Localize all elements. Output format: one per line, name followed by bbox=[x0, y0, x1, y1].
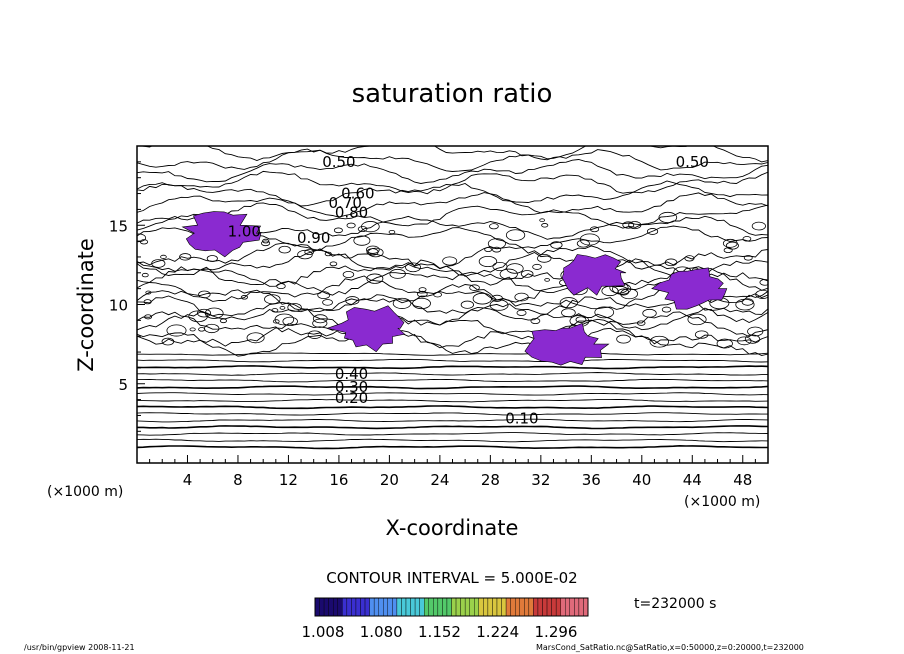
x-tick-label: 36 bbox=[582, 471, 601, 489]
shaded-region bbox=[524, 322, 610, 366]
x-tick-label: 28 bbox=[481, 471, 500, 489]
contour-label: 0.20 bbox=[335, 389, 368, 407]
x-tick-label: 20 bbox=[380, 471, 399, 489]
footer-left: /usr/bin/gpview 2008-11-21 bbox=[24, 643, 135, 652]
x-axis-label: X-coordinate bbox=[386, 516, 519, 540]
x-tick-label: 4 bbox=[183, 471, 193, 489]
contour-label: 0.50 bbox=[676, 153, 709, 171]
x-axis-ticks: 4 8 12 16 20 24 28 32 36 40 44 48 bbox=[149, 455, 756, 489]
y-axis-label: Z-coordinate bbox=[74, 238, 98, 372]
contour-interval-label: CONTOUR INTERVAL = 5.000E-02 bbox=[326, 569, 577, 587]
contour-label: 0.80 bbox=[335, 204, 368, 222]
contour-label: 0.50 bbox=[322, 153, 355, 171]
contour-labels: 0.10 0.200.300.40 0.50 0.50 0.600.700.80 0.90… bbox=[228, 153, 709, 428]
colorbar-tick-labels: 1.008 1.080 1.152 1.224 1.296 bbox=[302, 623, 578, 641]
shaded-region bbox=[561, 254, 627, 296]
colorbar-tick-label: 1.296 bbox=[535, 623, 578, 641]
x-tick-label: 12 bbox=[279, 471, 298, 489]
x-tick-label: 48 bbox=[733, 471, 752, 489]
contour-label: 0.10 bbox=[505, 410, 538, 428]
z-unit-label: (×1000 m) bbox=[47, 484, 123, 500]
contour-label: 1.00 bbox=[228, 223, 261, 241]
colorbar bbox=[314, 597, 589, 617]
y-axis-ticks: 5 10 15 bbox=[109, 161, 145, 448]
shaded-region bbox=[326, 305, 406, 353]
contour-label: 0.90 bbox=[297, 229, 330, 247]
y-tick-label: 10 bbox=[109, 297, 128, 315]
contour-label: 0.70 bbox=[329, 194, 362, 212]
plot-frame bbox=[136, 145, 769, 464]
x-tick-label: 16 bbox=[329, 471, 348, 489]
x-tick-label: 32 bbox=[531, 471, 550, 489]
contour-lines bbox=[137, 146, 768, 450]
contour-label: 0.60 bbox=[341, 185, 374, 203]
x-tick-label: 40 bbox=[632, 471, 651, 489]
x-tick-label: 24 bbox=[430, 471, 449, 489]
supersaturation-shading bbox=[181, 211, 728, 366]
x-unit-label: (×1000 m) bbox=[684, 494, 760, 510]
contour-label: 0.40 bbox=[335, 365, 368, 383]
y-tick-label: 5 bbox=[118, 376, 128, 394]
time-label: t=232000 s bbox=[634, 596, 716, 612]
colorbar-tick-label: 1.080 bbox=[360, 623, 403, 641]
shaded-region bbox=[651, 267, 728, 310]
contour-label: 0.30 bbox=[335, 378, 368, 396]
colorbar-tick-label: 1.224 bbox=[476, 623, 519, 641]
footer-right: MarsCond_SatRatio.nc@SatRatio,x=0:50000,… bbox=[536, 643, 804, 652]
x-tick-label: 44 bbox=[683, 471, 702, 489]
chart-title: saturation ratio bbox=[352, 79, 553, 109]
y-tick-label: 15 bbox=[109, 217, 128, 235]
colorbar-tick-label: 1.008 bbox=[302, 623, 345, 641]
colorbar-tick-label: 1.152 bbox=[418, 623, 461, 641]
x-tick-label: 8 bbox=[233, 471, 243, 489]
shaded-region bbox=[181, 211, 262, 258]
